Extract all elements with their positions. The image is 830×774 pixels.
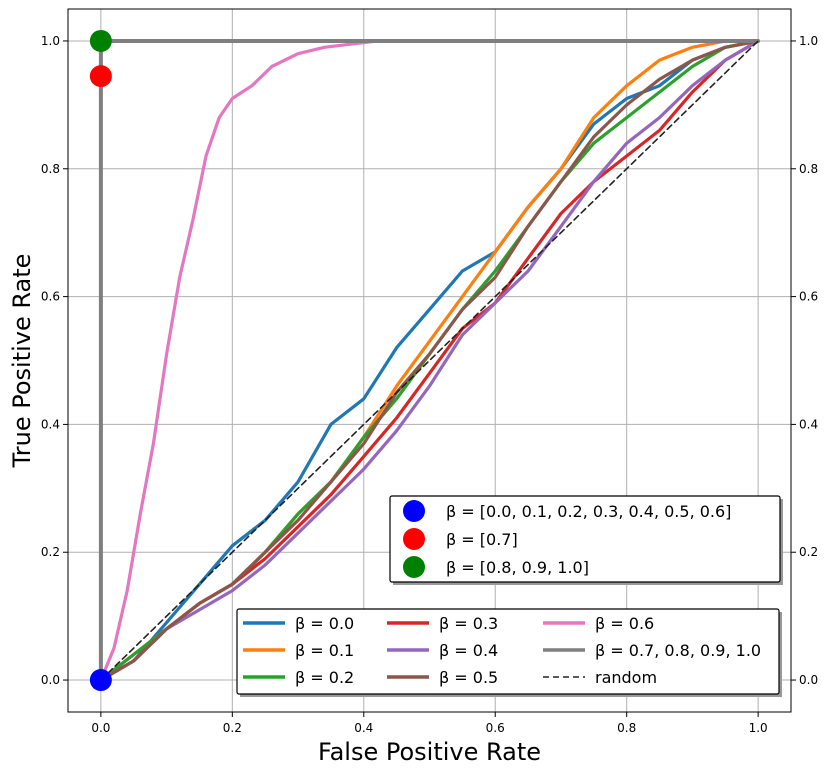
x-tick-label: 0.0 [91,721,110,735]
x-tick-label: 0.4 [354,721,373,735]
y-tick-label-right: 0.0 [799,673,818,687]
legend-entry-label: random [595,668,657,687]
marker-point-0 [89,669,112,692]
legend-entry-label: β = 0.6 [595,614,654,633]
legend-entry-label: β = [0.7] [446,530,518,549]
legend-marker [403,556,425,578]
x-tick-label: 0.8 [617,721,636,735]
series-line-random [100,40,759,681]
x-tick-label: 0.6 [486,721,505,735]
x-axis-title: False Positive Rate [318,738,541,766]
y-tick-label-left: 0.8 [41,162,60,176]
y-tick-label-left: 0.4 [41,417,60,431]
legend-entry-label: β = 0.5 [439,668,498,687]
y-tick-label-right: 0.4 [799,417,818,431]
legend-marker [403,500,425,522]
series-line-0-4 [99,39,760,682]
y-tick-label-left: 0.2 [41,545,60,559]
series-line-0-0 [99,39,760,682]
y-tick-label-right: 0.2 [799,545,818,559]
legend-entry-label: β = 0.0 [295,614,354,633]
lines-legend: β = 0.0 β = 0.1 β = 0.2 β = 0.3 β = 0.4 β = 0… [236,608,782,697]
legend-entry-label: β = 0.3 [439,614,498,633]
legend-box [236,608,780,695]
marker-point-1 [89,65,112,88]
x-tick-label: 0.2 [223,721,242,735]
y-tick-label-right: 1.0 [799,34,818,48]
legend-entry-label: β = 0.1 [295,641,354,660]
y-tick-label-right: 0.8 [799,162,818,176]
axis-ticks: 0.0 0.2 0.4 0.6 0.8 1.0 0.0 0.0 0.2 0.2 0.4 0.4 0.6 0… [41,34,818,735]
x-tick-label: 1.0 [749,721,768,735]
points-legend: β = [0.0, 0.1, 0.2, 0.3, 0.4, 0.5, 0.6] β… [389,495,783,585]
y-axis-title: True Positive Rate [8,254,36,469]
legend-entry-label: β = 0.4 [439,641,498,660]
series-line-0-6 [99,39,405,682]
y-tick-label-left: 0.6 [41,290,60,304]
legend-box [389,495,781,583]
legend-entry-label: β = [0.0, 0.1, 0.2, 0.3, 0.4, 0.5, 0.6] [446,502,731,521]
y-tick-label-right: 0.6 [799,290,818,304]
y-tick-label-left: 0.0 [41,673,60,687]
legend-entry-label: β = [0.8, 0.9, 1.0] [446,558,589,577]
marker-point-2 [89,29,112,52]
y-tick-label-left: 1.0 [41,34,60,48]
plot-frame [67,8,792,713]
series-line-0-5 [99,39,760,682]
legend-entry-label: β = 0.2 [295,668,354,687]
marker-points [89,29,112,692]
series-lines [98,39,761,682]
legend-marker [403,528,425,550]
legend-entry-label: β = 0.7, 0.8, 0.9, 1.0 [595,641,761,660]
